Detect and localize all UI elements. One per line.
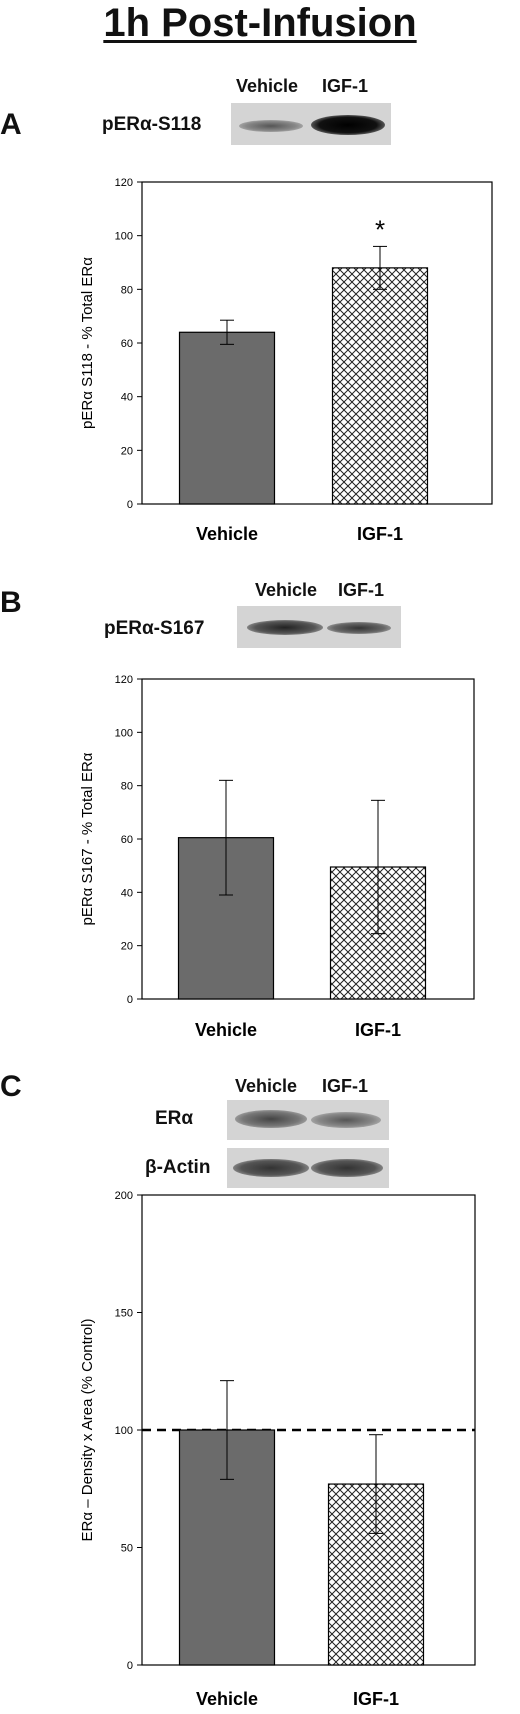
y-axis-label: pERα S118 - % Total ERα xyxy=(79,257,96,429)
y-tick-label: 0 xyxy=(127,994,133,1006)
y-tick-label: 0 xyxy=(127,1660,133,1672)
chart-c-era: 0 50 100 150 200 Vehicle IGF-1 ERα – Density x … xyxy=(79,1190,476,1709)
y-tick-label: 200 xyxy=(115,1190,133,1202)
western-blot-beta-actin xyxy=(227,1148,389,1188)
y-tick-label: 80 xyxy=(121,284,133,296)
blot-band-vehicle xyxy=(235,1110,307,1128)
lane-header-igf1-b: IGF-1 xyxy=(338,580,385,600)
lane-header-vehicle-a: Vehicle xyxy=(236,76,299,96)
blot-label-pera-s167: pERα-S167 xyxy=(104,618,205,639)
y-tick-label: 120 xyxy=(115,177,133,189)
category-label: IGF-1 xyxy=(353,1689,399,1709)
lane-header-igf1-c: IGF-1 xyxy=(322,1076,369,1096)
y-tick-label: 20 xyxy=(121,445,133,457)
bar-igf-1 xyxy=(331,267,429,505)
panel-letter-a: A xyxy=(0,108,22,141)
chart-b-pera-s167: 0 20 40 60 80 100 120 Vehicle IGF-1 pERα S167 - %… xyxy=(79,674,475,1040)
y-tick-label: 100 xyxy=(115,727,133,739)
y-tick-label: 80 xyxy=(121,781,133,793)
blot-label-pera-s118: pERα-S118 xyxy=(102,114,202,135)
y-axis: 0 20 40 60 80 100 120 xyxy=(115,177,142,511)
category-label: Vehicle xyxy=(196,524,258,544)
blot-band-igf1 xyxy=(311,115,385,135)
y-tick-label: 40 xyxy=(121,392,133,404)
y-tick-label: 50 xyxy=(121,1543,133,1555)
blot-band-vehicle xyxy=(233,1159,309,1177)
panel-letter-b: B xyxy=(0,586,22,619)
blot-band-vehicle xyxy=(247,620,323,635)
chart-a-pera-s118: 0 20 40 60 80 100 120 Vehicle IGF-1 * pERα S118 - … xyxy=(79,177,493,544)
blot-band-igf1 xyxy=(327,622,391,634)
y-axis-label: ERα – Density x Area (% Control) xyxy=(79,1319,96,1542)
western-blot-pera-s118 xyxy=(231,103,391,145)
y-tick-label: 60 xyxy=(121,834,133,846)
category-label: IGF-1 xyxy=(357,524,403,544)
blot-label-era: ERα xyxy=(155,1108,194,1129)
blot-band-vehicle xyxy=(239,120,303,132)
lane-header-igf1-a: IGF-1 xyxy=(322,76,369,96)
lane-header-vehicle-c: Vehicle xyxy=(235,1076,298,1096)
y-axis: 0 20 40 60 80 100 120 xyxy=(115,674,142,1006)
western-blot-pera-s167 xyxy=(237,606,401,648)
y-tick-label: 60 xyxy=(121,338,133,350)
western-blot-era xyxy=(227,1100,389,1140)
y-tick-label: 120 xyxy=(115,674,133,686)
panel-letter-c: C xyxy=(0,1070,22,1103)
y-axis: 0 50 100 150 200 xyxy=(115,1190,142,1672)
y-tick-label: 150 xyxy=(115,1308,133,1320)
y-tick-label: 100 xyxy=(115,231,133,243)
y-axis-label: pERα S167 - % Total ERα xyxy=(79,752,96,925)
blot-band-igf1 xyxy=(311,1112,381,1128)
figure-title: 1h Post-Infusion xyxy=(103,1,417,45)
blot-label-beta-actin: β-Actin xyxy=(145,1157,211,1178)
category-label: IGF-1 xyxy=(355,1020,401,1040)
y-tick-label: 100 xyxy=(115,1425,133,1437)
blot-band-igf1 xyxy=(311,1159,383,1177)
y-tick-label: 20 xyxy=(121,941,133,953)
bar-vehicle xyxy=(178,331,276,505)
y-tick-label: 0 xyxy=(127,499,133,511)
category-label: Vehicle xyxy=(195,1020,257,1040)
category-label: Vehicle xyxy=(196,1689,258,1709)
y-tick-label: 40 xyxy=(121,887,133,899)
significance-star: * xyxy=(375,214,385,244)
lane-header-vehicle-b: Vehicle xyxy=(255,580,318,600)
